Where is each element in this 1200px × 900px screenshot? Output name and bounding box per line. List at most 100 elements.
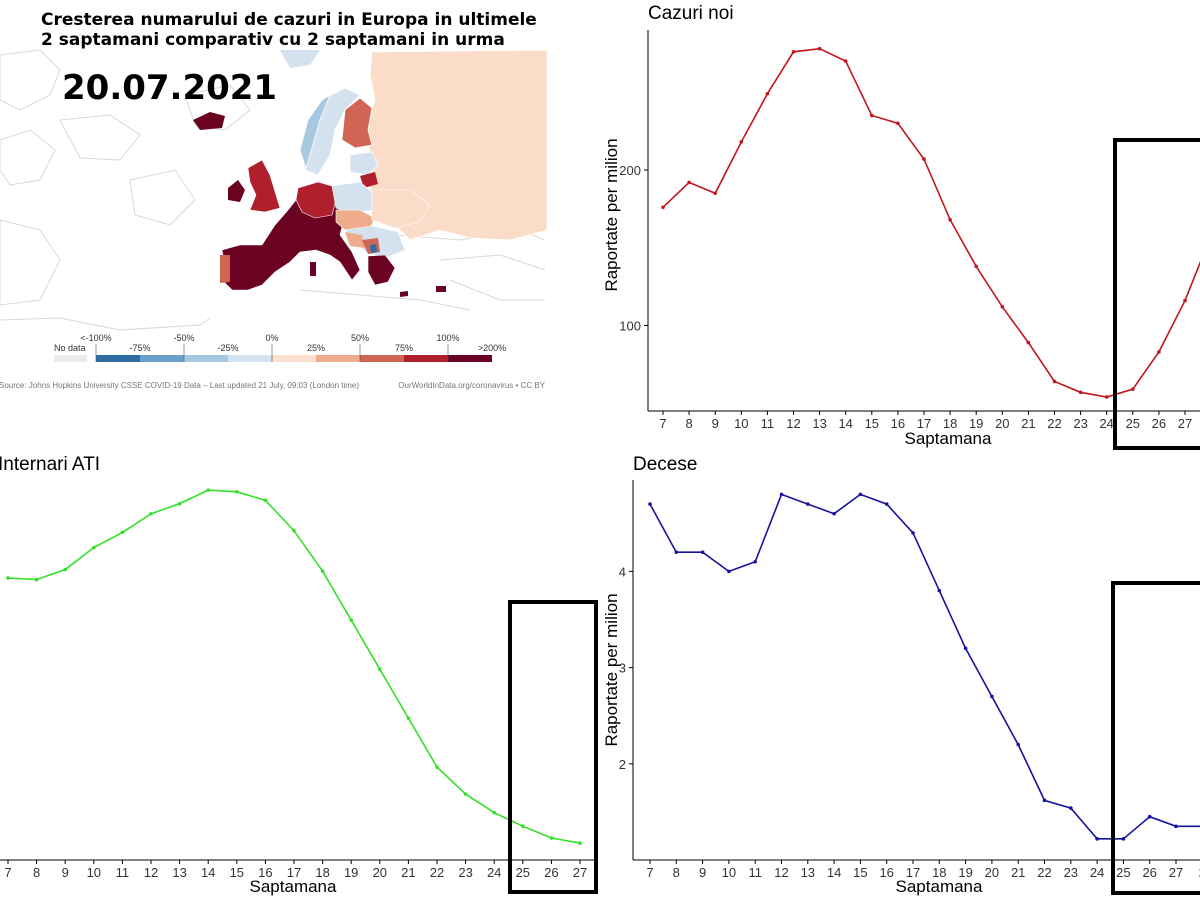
data-point <box>492 810 497 815</box>
data-point <box>896 121 900 126</box>
data-point <box>1026 340 1031 345</box>
legend-lower-label: >200% <box>478 343 506 353</box>
data-point <box>1147 814 1152 819</box>
map-source-text: Source: Johns Hopkins University CSSE CO… <box>0 381 359 390</box>
portugal-region <box>220 255 230 283</box>
x-tick-label: 12 <box>774 865 788 880</box>
x-tick-label: 19 <box>344 865 358 880</box>
series-line <box>662 47 1200 398</box>
highlight-box-internari <box>508 600 598 894</box>
x-tick-label: 11 <box>761 416 775 431</box>
legend-swatch <box>316 355 360 362</box>
data-point <box>1174 824 1178 829</box>
legend-swatch <box>448 355 492 362</box>
x-tick-label: 2 <box>1199 865 1200 880</box>
x-tick-label: 16 <box>879 865 893 880</box>
x-tick-label: 12 <box>786 416 800 431</box>
legend-swatch <box>140 355 184 362</box>
data-point <box>963 646 968 651</box>
data-point <box>661 205 665 210</box>
legend-upper-label: 100% <box>436 333 459 343</box>
legend-swatch <box>228 355 272 362</box>
x-tick-label: 14 <box>827 865 841 880</box>
x-tick-label: 27 <box>1178 416 1192 431</box>
x-tick-label: 23 <box>458 865 472 880</box>
y-tick-label: 3 <box>619 661 626 676</box>
data-point <box>292 528 296 533</box>
y-tick-label: 200 <box>619 163 641 178</box>
x-tick-label: 27 <box>1169 865 1183 880</box>
data-point <box>349 618 354 622</box>
x-tick-label: 18 <box>943 416 957 431</box>
data-point <box>1095 837 1099 841</box>
x-tick-label: 26 <box>1152 416 1166 431</box>
data-point <box>843 59 848 63</box>
data-point <box>870 113 874 118</box>
data-point <box>974 264 978 269</box>
data-point <box>206 488 210 492</box>
chart-title: Cazuri noi <box>648 3 734 24</box>
data-point <box>674 550 679 554</box>
x-tick-label: 22 <box>1037 865 1051 880</box>
greece-region <box>367 254 396 286</box>
map-date: 20.07.2021 <box>62 68 277 108</box>
legend-color-bar <box>96 355 492 362</box>
x-tick-label: 19 <box>958 865 972 880</box>
data-point <box>817 46 822 51</box>
y-axis-label: Raportate per milion <box>602 593 621 746</box>
legend-upper-label: 0% <box>265 333 278 343</box>
data-point <box>549 836 554 840</box>
legend-upper-labels: <-100% -50% 0% 50% 100% <box>80 333 460 362</box>
x-tick-label: 22 <box>1047 416 1061 431</box>
legend-upper-label: -50% <box>173 333 194 343</box>
map-credit-text: OurWorldInData.org/coronavirus • CC BY <box>398 381 545 390</box>
legend-lower-label: 25% <box>307 343 325 353</box>
legend-lower-label: -25% <box>217 343 238 353</box>
ukraine-region <box>371 189 431 229</box>
x-tick-label: 16 <box>891 416 905 431</box>
x-tick-label: 25 <box>1126 416 1140 431</box>
x-tick-label: 13 <box>812 416 826 431</box>
legend-swatch <box>184 355 228 362</box>
x-tick-label: 14 <box>201 865 215 880</box>
data-point <box>1078 390 1083 395</box>
data-point <box>6 576 10 580</box>
data-point <box>911 531 915 535</box>
x-tick-label: 8 <box>673 865 680 880</box>
chart-title: Decese <box>633 454 697 475</box>
x-tick-label: 21 <box>1021 416 1035 431</box>
x-axis-label: Saptamana <box>905 429 992 448</box>
x-tick-label: 15 <box>853 865 867 880</box>
legend-no-data-swatch <box>54 355 87 362</box>
chart-internari-ati: Internari ATI 7 8 9 10 11 12 13 14 15 16 17 18 19 20 21… <box>0 454 596 896</box>
x-tick-label: 22 <box>430 865 444 880</box>
baltic-red-region <box>360 172 378 188</box>
x-tick-label: 9 <box>699 865 706 880</box>
x-tick-label: 12 <box>144 865 158 880</box>
legend-swatch <box>96 355 140 362</box>
data-point <box>832 511 836 516</box>
data-point <box>753 559 757 564</box>
data-point <box>1121 837 1126 841</box>
x-tick-label: 25 <box>516 865 530 880</box>
data-point <box>948 217 952 222</box>
data-point <box>648 502 652 506</box>
x-tick-label: 17 <box>906 865 920 880</box>
data-point <box>120 530 125 535</box>
x-tick-label: 26 <box>1142 865 1156 880</box>
baltics-region <box>349 151 379 176</box>
highlight-box-cazuri <box>1113 138 1200 450</box>
x-tick-label: 15 <box>865 416 879 431</box>
legend-no-data-label: No data <box>54 343 86 353</box>
background-landmass-outlines <box>0 49 546 331</box>
data-point <box>177 501 182 506</box>
chart-cazuri-noi: Cazuri noi 7 8 9 10 11 12 13 14 15 16 17 18 19 20 21 22 2… <box>602 3 1200 448</box>
data-point <box>578 841 582 845</box>
data-point <box>700 550 705 554</box>
chart-title: Internari ATI <box>0 454 100 475</box>
series-line <box>7 489 581 844</box>
x-tick-label: 17 <box>917 416 931 431</box>
x-tick-label: 18 <box>932 865 946 880</box>
highlight-box-decese <box>1111 581 1200 895</box>
